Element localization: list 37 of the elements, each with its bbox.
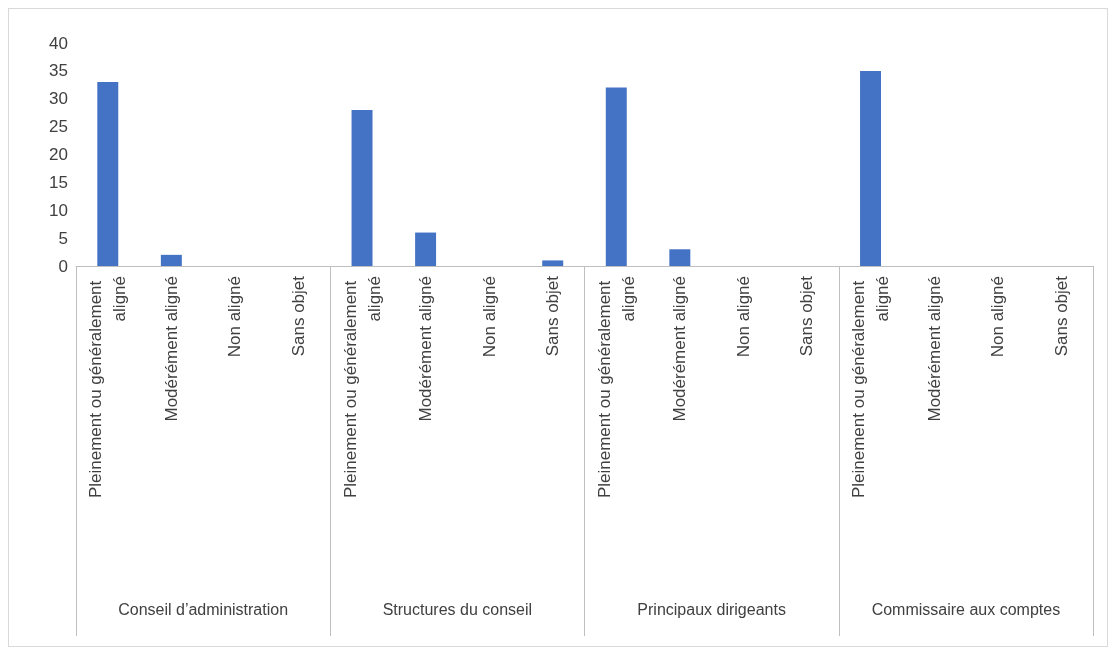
text: Conseil d’administration	[118, 600, 289, 618]
bar	[351, 109, 373, 266]
y-tick-label: 40	[49, 33, 68, 53]
y-tick-label: 0	[58, 256, 68, 276]
y-tick-label: 15	[49, 172, 68, 192]
bar	[669, 249, 691, 266]
x-tick-label: Non aligné	[988, 276, 1008, 358]
x-tick-label: Sans objet	[288, 275, 308, 357]
y-tick-label: 10	[49, 200, 68, 220]
x-tick-label: Sans objet	[797, 275, 817, 357]
x-tick-label: Pleinement ou généralement aligné	[340, 276, 384, 499]
x-tick-label: Sans objet	[543, 275, 563, 357]
x-tick-label: Modérément aligné	[924, 276, 944, 422]
bar	[860, 70, 882, 266]
x-tick-label: Sans objet	[1051, 275, 1071, 357]
text: Commissaire aux comptes	[871, 600, 1061, 618]
x-tick-label: Non aligné	[479, 276, 499, 358]
y-tick-label: 25	[49, 117, 68, 137]
x-tick-label: Pleinement ou généralement aligné	[849, 276, 893, 499]
y-tick-label: 35	[49, 61, 68, 81]
x-tick-label: Pleinement ou généralement aligné	[594, 276, 638, 499]
bar	[97, 82, 119, 266]
y-tick-label: 30	[49, 89, 68, 109]
x-tick-label: Non aligné	[225, 276, 245, 358]
text: Principaux dirigeants	[637, 600, 786, 618]
x-tick-label: Modérément aligné	[670, 276, 690, 422]
x-tick-label: Modérément aligné	[416, 276, 436, 422]
y-tick-label: 5	[58, 228, 68, 248]
bar	[415, 232, 437, 266]
x-tick-label: Non aligné	[733, 276, 753, 358]
x-tick-label: Modérément aligné	[161, 276, 181, 422]
text: Structures du conseil	[382, 600, 533, 618]
bar	[605, 87, 627, 266]
x-tick-label: Pleinement ou généralement aligné	[86, 276, 130, 499]
bar	[542, 260, 564, 266]
y-tick-label: 20	[49, 145, 68, 164]
bar	[160, 254, 182, 266]
